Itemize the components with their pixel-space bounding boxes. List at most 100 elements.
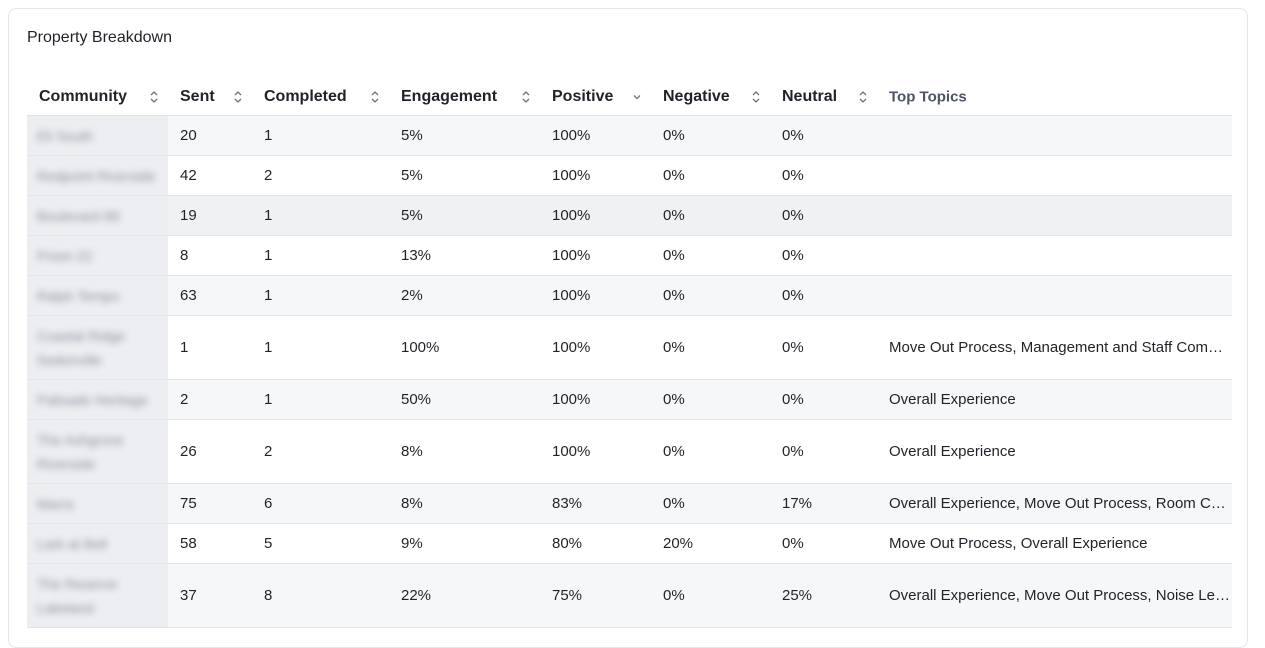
table-row[interactable]: Coastal Ridge Sedonville 1 1 100% 100% 0% 0% Mo… bbox=[27, 315, 1232, 380]
community-name-redacted: Coastal Ridge Sedonville bbox=[37, 327, 125, 368]
cell-completed: 5 bbox=[252, 523, 389, 564]
cell-negative: 0% bbox=[651, 235, 770, 276]
cell-positive: 100% bbox=[540, 315, 651, 380]
cell-completed: 6 bbox=[252, 483, 389, 524]
sort-icon[interactable] bbox=[371, 90, 379, 104]
column-header-label: Sent bbox=[180, 87, 215, 105]
cell-positive: 80% bbox=[540, 523, 651, 564]
sort-icon[interactable] bbox=[752, 90, 760, 104]
table-row[interactable]: Eli South 20 1 5% 100% 0% 0% bbox=[27, 115, 1232, 156]
cell-positive: 100% bbox=[540, 155, 651, 196]
cell-neutral: 0% bbox=[770, 235, 877, 276]
table-row[interactable]: The Ashgrove Riverside 26 2 8% 100% 0% 0% Overa… bbox=[27, 419, 1232, 484]
cell-community: Coastal Ridge Sedonville bbox=[27, 315, 168, 380]
column-header-topics: Top Topics bbox=[877, 79, 1232, 116]
cell-completed: 2 bbox=[252, 419, 389, 484]
table-row[interactable]: Prism 22 8 1 13% 100% 0% 0% bbox=[27, 235, 1232, 276]
cell-sent: 58 bbox=[168, 523, 252, 564]
table-row[interactable]: Lark at Bell 58 5 9% 80% 20% 0% Move Out Proces… bbox=[27, 523, 1232, 564]
cell-positive: 83% bbox=[540, 483, 651, 524]
cell-completed: 8 bbox=[252, 563, 389, 628]
cell-topics: Overall Experience, Move Out Process, No… bbox=[877, 563, 1232, 628]
cell-community: The Ashgrove Riverside bbox=[27, 419, 168, 484]
cell-negative: 0% bbox=[651, 115, 770, 156]
cell-topics: Overall Experience, Move Out Process, Ro… bbox=[877, 483, 1232, 524]
cell-negative: 0% bbox=[651, 563, 770, 628]
table-body: Eli South 20 1 5% 100% 0% 0% Redpoint Riverside… bbox=[27, 115, 1232, 628]
cell-negative: 0% bbox=[651, 195, 770, 236]
cell-neutral: 0% bbox=[770, 275, 877, 316]
column-header-sent[interactable]: Sent bbox=[168, 79, 252, 116]
column-header-label: Neutral bbox=[782, 87, 838, 105]
cell-topics bbox=[877, 235, 1232, 276]
cell-topics bbox=[877, 275, 1232, 316]
column-header-positive[interactable]: Positive bbox=[540, 79, 651, 116]
cell-sent: 63 bbox=[168, 275, 252, 316]
table-header-row: Community Sent Completed Engagement Positive… bbox=[27, 79, 1232, 116]
cell-completed: 1 bbox=[252, 315, 389, 380]
cell-engagement: 5% bbox=[389, 195, 540, 236]
column-header-engagement[interactable]: Engagement bbox=[389, 79, 540, 116]
community-name-redacted: The Reserve Lakeland bbox=[37, 575, 118, 616]
cell-community: Palisade Heritage bbox=[27, 379, 168, 420]
cell-completed: 1 bbox=[252, 235, 389, 276]
cell-sent: 42 bbox=[168, 155, 252, 196]
column-header-label: Community bbox=[39, 87, 127, 105]
cell-sent: 75 bbox=[168, 483, 252, 524]
cell-sent: 2 bbox=[168, 379, 252, 420]
cell-negative: 20% bbox=[651, 523, 770, 564]
table-row[interactable]: Palisade Heritage 2 1 50% 100% 0% 0% Overall Ex… bbox=[27, 379, 1232, 420]
cell-completed: 1 bbox=[252, 115, 389, 156]
cell-engagement: 8% bbox=[389, 419, 540, 484]
card-title: Property Breakdown bbox=[27, 29, 172, 46]
cell-engagement: 50% bbox=[389, 379, 540, 420]
cell-topics: Overall Experience bbox=[877, 379, 1232, 420]
cell-neutral: 0% bbox=[770, 155, 877, 196]
cell-positive: 100% bbox=[540, 379, 651, 420]
column-header-completed[interactable]: Completed bbox=[252, 79, 389, 116]
cell-sent: 1 bbox=[168, 315, 252, 380]
table-row[interactable]: The Reserve Lakeland 37 8 22% 75% 0% 25% Overal… bbox=[27, 563, 1232, 628]
sort-icon[interactable] bbox=[859, 90, 867, 104]
cell-completed: 1 bbox=[252, 195, 389, 236]
column-header-neutral[interactable]: Neutral bbox=[770, 79, 877, 116]
cell-engagement: 2% bbox=[389, 275, 540, 316]
sort-icon[interactable] bbox=[522, 90, 530, 104]
cell-engagement: 22% bbox=[389, 563, 540, 628]
cell-community: Prism 22 bbox=[27, 235, 168, 276]
table-row[interactable]: Ralph Tempo 63 1 2% 100% 0% 0% bbox=[27, 275, 1232, 316]
cell-negative: 0% bbox=[651, 483, 770, 524]
column-header-community[interactable]: Community bbox=[27, 79, 168, 116]
cell-neutral: 0% bbox=[770, 195, 877, 236]
table-row[interactable]: Boulevard 88 19 1 5% 100% 0% 0% bbox=[27, 195, 1232, 236]
cell-topics: Move Out Process, Overall Experience bbox=[877, 523, 1232, 564]
cell-sent: 26 bbox=[168, 419, 252, 484]
cell-engagement: 5% bbox=[389, 115, 540, 156]
sort-icon[interactable] bbox=[150, 90, 158, 104]
cell-sent: 20 bbox=[168, 115, 252, 156]
cell-topics: Move Out Process, Management and Staff C… bbox=[877, 315, 1232, 380]
cell-negative: 0% bbox=[651, 275, 770, 316]
cell-topics: Overall Experience bbox=[877, 419, 1232, 484]
cell-topics bbox=[877, 115, 1232, 156]
column-header-label: Engagement bbox=[401, 87, 498, 105]
community-name-redacted: The Ashgrove Riverside bbox=[37, 431, 124, 472]
sort-desc-icon[interactable] bbox=[633, 90, 641, 104]
column-header-label: Negative bbox=[663, 87, 730, 105]
cell-neutral: 0% bbox=[770, 523, 877, 564]
cell-negative: 0% bbox=[651, 155, 770, 196]
cell-sent: 19 bbox=[168, 195, 252, 236]
cell-negative: 0% bbox=[651, 315, 770, 380]
community-name-redacted: Prism 22 bbox=[37, 247, 93, 264]
cell-engagement: 5% bbox=[389, 155, 540, 196]
community-name-redacted: Palisade Heritage bbox=[37, 391, 148, 408]
sort-icon[interactable] bbox=[234, 90, 242, 104]
column-header-negative[interactable]: Negative bbox=[651, 79, 770, 116]
table-row[interactable]: Marra 75 6 8% 83% 0% 17% Overall Experience, Mo… bbox=[27, 483, 1232, 524]
table-row[interactable]: Redpoint Riverside 42 2 5% 100% 0% 0% bbox=[27, 155, 1232, 196]
column-header-label: Completed bbox=[264, 87, 347, 105]
cell-neutral: 0% bbox=[770, 379, 877, 420]
community-name-redacted: Redpoint Riverside bbox=[37, 167, 156, 184]
cell-community: Ralph Tempo bbox=[27, 275, 168, 316]
cell-completed: 1 bbox=[252, 275, 389, 316]
